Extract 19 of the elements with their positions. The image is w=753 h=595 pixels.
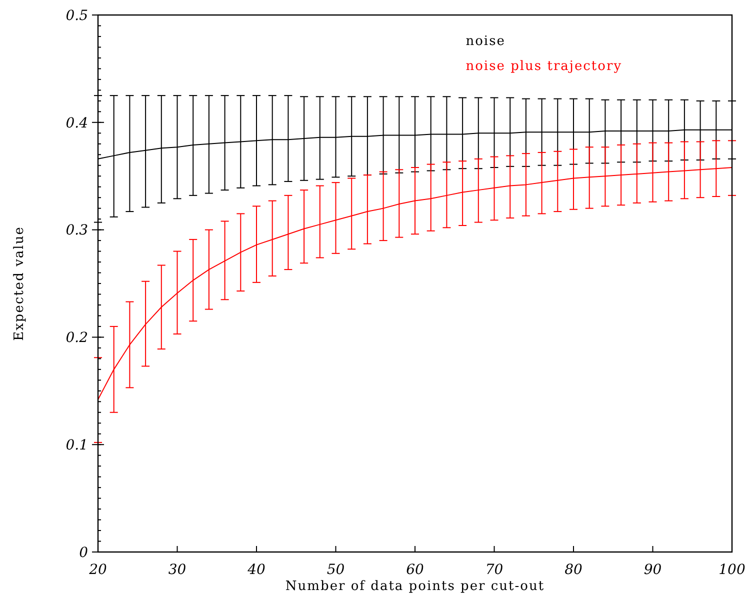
- y-axis-title: Expected value: [12, 226, 27, 341]
- y-tick-label: 0: [79, 544, 88, 561]
- x-tick-label: 90: [644, 562, 662, 578]
- x-tick-label: 30: [168, 562, 186, 578]
- text: noise plus trajectory: [466, 59, 622, 74]
- x-tick-label: 20: [88, 562, 107, 578]
- y-tick-label: 0.2: [66, 330, 88, 346]
- x-tick-label: 60: [406, 562, 424, 578]
- x-tick-label: 40: [246, 562, 266, 578]
- y-tick-label: 0.4: [66, 115, 88, 132]
- x-axis-title: Number of data points per cut-out: [285, 579, 545, 594]
- text: noise: [466, 34, 506, 49]
- y-tick-label: 0.1: [66, 438, 88, 454]
- x-tick-label: 70: [485, 562, 504, 578]
- x-tick-label: 100: [718, 562, 746, 578]
- x-tick-label: 50: [326, 562, 345, 578]
- y-tick-label: 0.3: [66, 222, 88, 239]
- x-tick-label: 80: [564, 562, 582, 578]
- y-tick-label: 0.5: [66, 8, 88, 24]
